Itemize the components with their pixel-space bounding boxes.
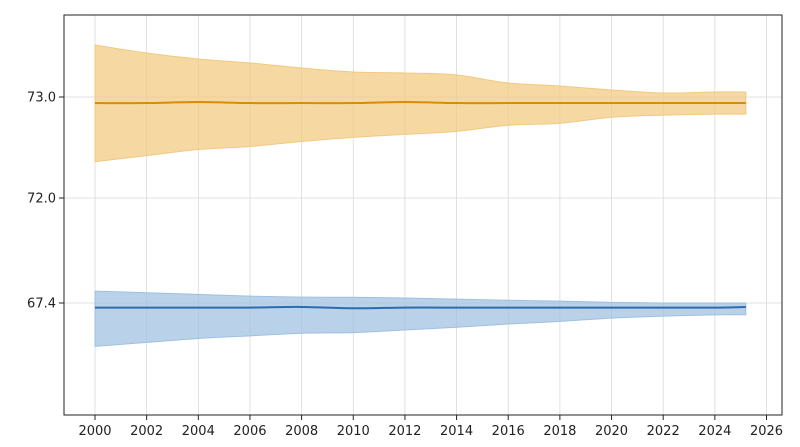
x-tick-label: 2022 [647, 424, 680, 439]
x-tick-label: 2016 [492, 424, 525, 439]
plot-frame [63, 14, 783, 416]
y-axis-tick-labels: 67.4 72.0 73.0 [27, 91, 56, 312]
series-line-0 [94, 101, 746, 105]
confidence-bands [94, 44, 747, 347]
series-line-1 [94, 305, 746, 310]
x-tick-label: 2024 [698, 424, 731, 439]
x-tick-label: 2002 [130, 424, 163, 439]
x-tick-label: 2012 [388, 424, 421, 439]
x-tick-label: 2008 [285, 424, 318, 439]
y-tick-label: 72.0 [27, 192, 56, 207]
confidence-band-0 [94, 44, 747, 163]
x-tick-label: 2004 [182, 424, 215, 439]
x-tick-label: 2020 [595, 424, 628, 439]
y-tick-label: 73.0 [27, 91, 56, 106]
y-tick-label: 67.4 [27, 297, 56, 312]
x-tick-label: 2014 [440, 424, 473, 439]
x-tick-label: 2026 [750, 424, 783, 439]
x-axis-tick-labels: 2000 2002 2004 2006 2008 2010 2012 2014 2016 2018… [78, 424, 783, 439]
x-tick-label: 2010 [337, 424, 370, 439]
x-tick-label: 2006 [233, 424, 266, 439]
axis-ticks [59, 96, 768, 420]
confidence-band-1 [94, 290, 747, 347]
x-tick-label: 2018 [543, 424, 576, 439]
series-lines [94, 101, 746, 310]
x-tick-label: 2000 [78, 424, 111, 439]
